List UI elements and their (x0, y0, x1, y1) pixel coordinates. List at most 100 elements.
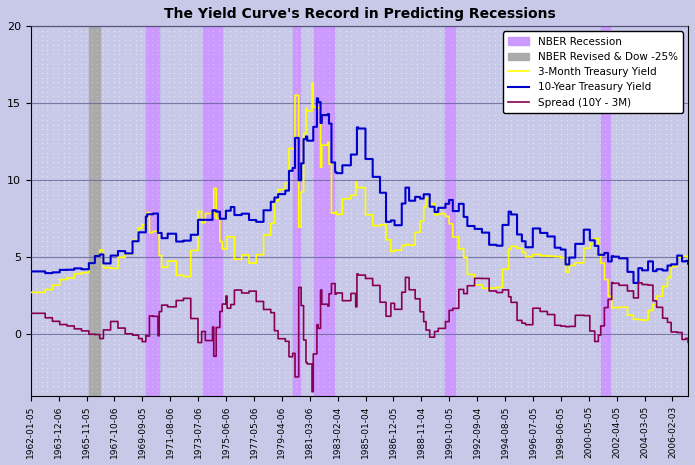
Point (240, 140, 252, 147)
Point (649, 233, 660, 240)
Point (583, 112, 594, 119)
Point (439, 303, 450, 311)
Point (291, 285, 302, 292)
Point (578, 378, 589, 385)
Point (622, 289, 633, 297)
Point (517, 121, 528, 128)
Point (313, 336, 324, 344)
Point (58, 238, 70, 245)
Point (268, 387, 279, 395)
Point (263, 252, 274, 259)
Point (506, 32, 517, 40)
Point (323, 41, 334, 49)
Point (58, 135, 70, 142)
Point (263, 210, 274, 217)
Point (550, 233, 561, 240)
Point (517, 37, 528, 44)
Point (213, 257, 224, 264)
Point (644, 317, 655, 325)
Point (434, 205, 445, 213)
Point (246, 312, 257, 320)
Point (616, 341, 628, 348)
Point (677, 116, 688, 124)
Point (622, 186, 633, 194)
Point (285, 257, 296, 264)
Point (70, 205, 81, 213)
Point (555, 228, 566, 236)
Point (186, 41, 197, 49)
Point (473, 196, 484, 203)
Point (578, 289, 589, 297)
Point (92, 112, 103, 119)
Point (418, 37, 429, 44)
Point (296, 261, 307, 269)
Point (368, 303, 379, 311)
Point (174, 214, 186, 222)
Point (677, 266, 688, 273)
Point (583, 392, 594, 399)
Point (213, 214, 224, 222)
Point (533, 238, 544, 245)
Point (351, 392, 362, 399)
Point (274, 102, 285, 110)
Point (323, 303, 334, 311)
Point (517, 252, 528, 259)
Point (235, 317, 246, 325)
Point (561, 55, 572, 63)
Point (296, 186, 307, 194)
Point (47, 387, 58, 395)
Point (31, 214, 42, 222)
Point (191, 317, 202, 325)
Point (401, 177, 412, 184)
Point (229, 126, 240, 133)
Point (473, 79, 484, 86)
Point (644, 74, 655, 81)
Point (583, 228, 594, 236)
Point (323, 60, 334, 67)
Point (296, 200, 307, 208)
Point (329, 135, 340, 142)
Point (407, 177, 418, 184)
Point (240, 79, 252, 86)
Point (628, 97, 639, 105)
Point (357, 60, 368, 67)
Point (632, 79, 644, 86)
Point (484, 55, 495, 63)
Point (616, 69, 628, 77)
Point (649, 285, 660, 292)
Point (655, 177, 666, 184)
Point (439, 167, 450, 175)
Point (92, 126, 103, 133)
Point (285, 378, 296, 385)
Point (561, 41, 572, 49)
Point (263, 93, 274, 100)
Point (235, 116, 246, 124)
Point (484, 167, 495, 175)
Point (158, 46, 169, 53)
Point (368, 69, 379, 77)
Point (208, 196, 219, 203)
Point (473, 140, 484, 147)
Point (274, 46, 285, 53)
Point (456, 83, 467, 91)
Point (445, 289, 456, 297)
Point (395, 88, 407, 95)
Point (257, 214, 268, 222)
Point (202, 336, 213, 344)
Point (285, 238, 296, 245)
Point (589, 46, 600, 53)
Point (229, 167, 240, 175)
Point (224, 341, 235, 348)
Point (274, 144, 285, 152)
Point (75, 224, 86, 231)
Point (130, 158, 141, 166)
Point (682, 140, 694, 147)
Point (495, 69, 506, 77)
Point (407, 219, 418, 226)
Point (213, 55, 224, 63)
Point (550, 172, 561, 179)
Point (136, 312, 147, 320)
Point (136, 93, 147, 100)
Point (202, 345, 213, 353)
Point (523, 60, 534, 67)
